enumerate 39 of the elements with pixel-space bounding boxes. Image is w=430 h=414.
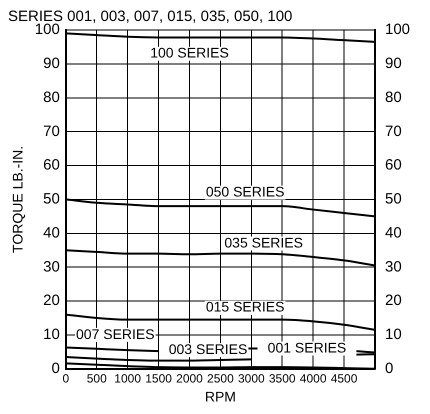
x-tick-label: 4000 [300, 371, 327, 386]
y-tick-label: 10 [43, 326, 60, 344]
y2-tick-label: 100 [384, 21, 410, 38]
x-tick-label: 4500 [330, 371, 358, 386]
y2-tick-label: 10 [384, 326, 402, 344]
x-tick-label: 2500 [207, 371, 234, 386]
y2-tick-label: 90 [384, 55, 402, 72]
series-label: 001 SERIES [268, 339, 346, 356]
y-tick-label: 30 [43, 258, 60, 276]
y-tick-label: 20 [43, 292, 60, 310]
x-tick-label: 0 [62, 371, 70, 386]
y2-tick-label: 40 [384, 224, 402, 242]
y-tick-label: 80 [43, 88, 60, 106]
x-tick-label: 1500 [145, 371, 172, 386]
y2-tick-label: 80 [384, 88, 402, 106]
y2-tick-label: 60 [384, 156, 402, 174]
y2-tick-label: 30 [384, 258, 402, 276]
y-axis-title: TORQUE LB.-IN. [9, 146, 26, 253]
y2-tick-label: 70 [384, 122, 402, 140]
y-tick-label: 90 [43, 55, 60, 72]
y-tick-label: 70 [43, 122, 60, 140]
series-label: 100 SERIES [150, 44, 229, 61]
y-tick-label: 50 [43, 190, 60, 208]
x-tick-label: 1000 [114, 371, 142, 386]
y-tick-label: 100 [34, 21, 60, 38]
x-tick-label: 500 [86, 371, 108, 386]
series-label: 003 SERIES [168, 341, 248, 358]
x-tick-label: 3000 [238, 371, 265, 386]
y-tick-label: 40 [43, 224, 60, 242]
y2-tick-label: 20 [384, 292, 402, 310]
series-label: 035 SERIES [224, 234, 303, 250]
x-tick-label: 2000 [176, 371, 204, 386]
y-tick-label: 60 [43, 156, 60, 174]
x-axis-title: RPM [204, 388, 236, 404]
x-tick-label: 3500 [268, 371, 296, 386]
y2-tick-label: 50 [384, 190, 402, 208]
series-label: 007 SERIES [76, 326, 155, 342]
series-label: 050 SERIES [206, 183, 284, 200]
series-label: 015 SERIES [206, 298, 284, 315]
